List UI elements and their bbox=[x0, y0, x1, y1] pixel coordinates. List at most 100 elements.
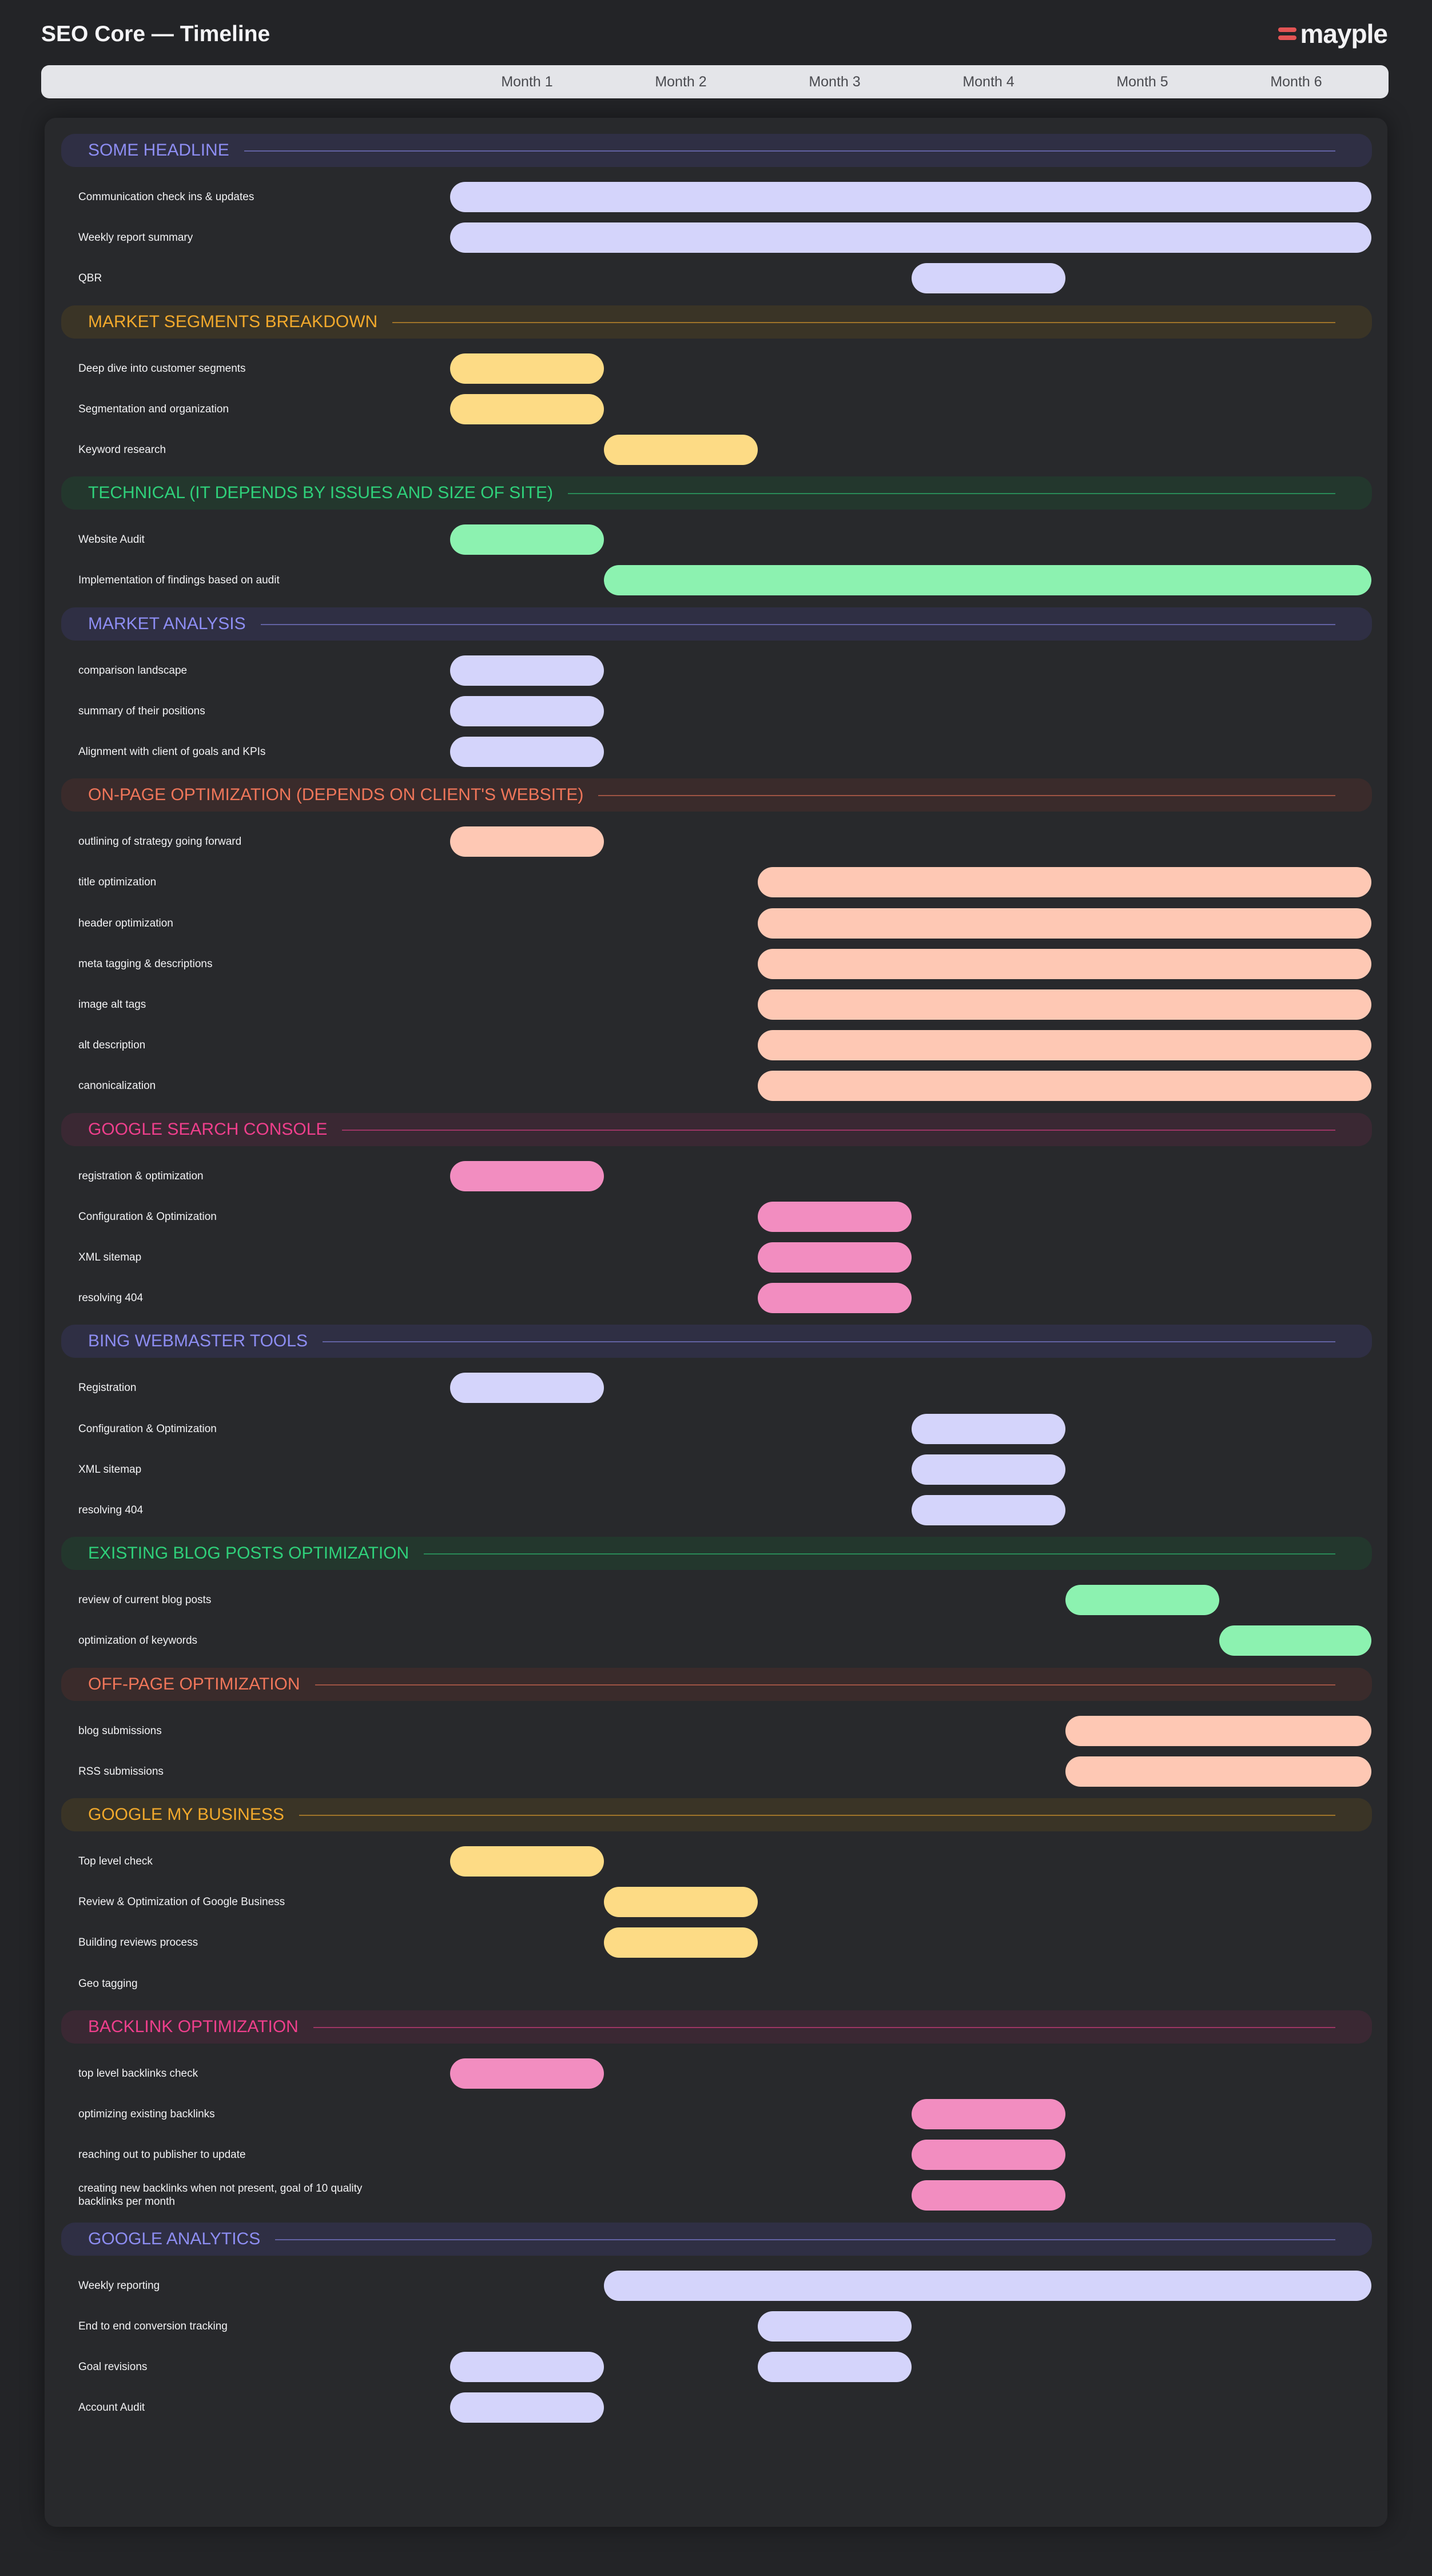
timeline-bar[interactable] bbox=[604, 1927, 758, 1958]
task-label: resolving 404 bbox=[78, 1504, 144, 1516]
page-title: SEO Core — Timeline bbox=[41, 22, 271, 46]
timeline-bar[interactable] bbox=[450, 524, 604, 555]
task-label: Geo tagging bbox=[78, 1977, 138, 1990]
section-title: GOOGLE SEARCH CONSOLE bbox=[88, 1119, 328, 1139]
section-header: OFF-PAGE OPTIMIZATION bbox=[61, 1667, 1372, 1701]
timeline-bar[interactable] bbox=[450, 826, 604, 857]
brand-name: mayple bbox=[1300, 19, 1388, 49]
timeline-bar[interactable] bbox=[758, 989, 1371, 1020]
task-label: Segmentation and organization bbox=[78, 403, 229, 415]
timeline-bar[interactable] bbox=[450, 737, 604, 767]
section-divider bbox=[275, 2239, 1335, 2240]
section-header: GOOGLE MY BUSINESS bbox=[61, 1798, 1372, 1831]
timeline-bar[interactable] bbox=[758, 948, 1371, 979]
timeline-bar[interactable] bbox=[758, 1283, 912, 1314]
timeline-bar[interactable] bbox=[758, 1071, 1371, 1102]
task-label: Website Audit bbox=[78, 534, 145, 546]
task-label: canonicalization bbox=[78, 1080, 156, 1092]
task-label: resolving 404 bbox=[78, 1292, 144, 1305]
timeline-bar[interactable] bbox=[758, 1242, 912, 1273]
timeline-bar[interactable] bbox=[758, 1030, 1371, 1061]
task-label: QBR bbox=[78, 272, 102, 285]
task-label: Alignment with client of goals and KPIs bbox=[78, 746, 266, 758]
timeline-bar[interactable] bbox=[450, 1160, 604, 1191]
task-label: Weekly report summary bbox=[78, 232, 193, 244]
timeline-bar[interactable] bbox=[758, 1201, 912, 1232]
section-header: EXISTING BLOG POSTS OPTIMIZATION bbox=[61, 1537, 1372, 1571]
task-label: Keyword research bbox=[78, 444, 166, 456]
timeline-bar[interactable] bbox=[912, 263, 1065, 294]
task-label: Registration bbox=[78, 1382, 137, 1394]
timeline-bar[interactable] bbox=[1065, 1585, 1219, 1616]
task-label: Deep dive into customer segments bbox=[78, 362, 246, 375]
section-title: ON-PAGE OPTIMIZATION (DEPENDS ON CLIENT'… bbox=[88, 785, 584, 805]
timeline-bar[interactable] bbox=[912, 2180, 1065, 2211]
month-label: Month 4 bbox=[962, 74, 1015, 90]
timeline-bar[interactable] bbox=[450, 2352, 604, 2382]
task-label: XML sitemap bbox=[78, 1251, 142, 1263]
section-title: TECHNICAL (IT DEPENDS BY ISSUES AND SIZE… bbox=[88, 483, 553, 503]
section-title: GOOGLE ANALYTICS bbox=[88, 2229, 261, 2248]
timeline-panel bbox=[45, 118, 1387, 2527]
timeline-bar[interactable] bbox=[450, 655, 604, 686]
task-label: Goal revisions bbox=[78, 2361, 148, 2373]
timeline-bar[interactable] bbox=[1065, 1756, 1371, 1787]
timeline-bar[interactable] bbox=[912, 2099, 1065, 2129]
section-divider bbox=[598, 795, 1335, 797]
timeline-bar[interactable] bbox=[758, 2311, 912, 2342]
timeline-bar[interactable] bbox=[758, 867, 1371, 898]
timeline-bar[interactable] bbox=[604, 565, 1371, 596]
section-header: MARKET SEGMENTS BREAKDOWN bbox=[61, 305, 1372, 339]
section-header: TECHNICAL (IT DEPENDS BY ISSUES AND SIZE… bbox=[61, 476, 1372, 510]
section-title: BING WEBMASTER TOOLS bbox=[88, 1331, 308, 1351]
task-label: Review & Optimization of Google Business bbox=[78, 1896, 285, 1909]
task-label: top level backlinks check bbox=[78, 2067, 198, 2080]
timeline-bar[interactable] bbox=[912, 1413, 1065, 1444]
task-label: Weekly reporting bbox=[78, 2279, 160, 2292]
task-label: XML sitemap bbox=[78, 1463, 142, 1476]
section-divider bbox=[244, 150, 1335, 152]
section-divider bbox=[322, 1341, 1335, 1343]
timeline-bar[interactable] bbox=[758, 908, 1371, 939]
section-header: BING WEBMASTER TOOLS bbox=[61, 1325, 1372, 1358]
timeline-bar[interactable] bbox=[1219, 1625, 1371, 1656]
timeline-bar[interactable] bbox=[604, 435, 758, 465]
timeline-bar[interactable] bbox=[604, 1887, 758, 1918]
task-label: Communication check ins & updates bbox=[78, 191, 254, 203]
task-label: blog submissions bbox=[78, 1724, 162, 1737]
section-divider bbox=[424, 1553, 1335, 1555]
task-label: RSS submissions bbox=[78, 1765, 164, 1778]
task-label: creating new backlinks when not present,… bbox=[78, 2183, 363, 2208]
task-label: End to end conversion tracking bbox=[78, 2320, 228, 2332]
timeline-bar[interactable] bbox=[450, 1846, 604, 1877]
timeline-bar[interactable] bbox=[450, 2058, 604, 2089]
section-title: EXISTING BLOG POSTS OPTIMIZATION bbox=[88, 1544, 409, 1563]
section-header: ON-PAGE OPTIMIZATION (DEPENDS ON CLIENT'… bbox=[61, 778, 1372, 812]
section-divider bbox=[260, 623, 1335, 625]
month-header: Month 1 Month 2 Month 3 Month 4 Month 5 Month… bbox=[41, 65, 1389, 98]
section-title: OFF-PAGE OPTIMIZATION bbox=[88, 1674, 300, 1694]
timeline-bar[interactable] bbox=[450, 182, 1371, 212]
task-label: reaching out to publisher to update bbox=[78, 2149, 246, 2161]
timeline-bar[interactable] bbox=[604, 2270, 1371, 2301]
timeline-bar[interactable] bbox=[450, 393, 604, 424]
timeline-bar[interactable] bbox=[1065, 1715, 1371, 1746]
section-title: BACKLINK OPTIMIZATION bbox=[88, 2017, 299, 2036]
task-label: title optimization bbox=[78, 876, 157, 889]
timeline-bar[interactable] bbox=[450, 353, 604, 384]
task-label: Configuration & Optimization bbox=[78, 1422, 217, 1435]
task-label: review of current blog posts bbox=[78, 1594, 212, 1607]
task-label: registration & optimization bbox=[78, 1170, 204, 1182]
timeline-bar[interactable] bbox=[912, 1454, 1065, 1485]
month-label: Month 2 bbox=[655, 74, 707, 90]
timeline-bar[interactable] bbox=[912, 2140, 1065, 2170]
section-divider bbox=[299, 1815, 1335, 1816]
timeline-bar[interactable] bbox=[450, 222, 1371, 253]
timeline-bar[interactable] bbox=[450, 1373, 604, 1404]
timeline-bar[interactable] bbox=[450, 695, 604, 726]
task-label: Account Audit bbox=[78, 2402, 145, 2414]
timeline-bar[interactable] bbox=[758, 2352, 912, 2382]
month-label: Month 5 bbox=[1116, 74, 1168, 90]
timeline-bar[interactable] bbox=[912, 1495, 1065, 1525]
timeline-bar[interactable] bbox=[450, 2392, 604, 2423]
